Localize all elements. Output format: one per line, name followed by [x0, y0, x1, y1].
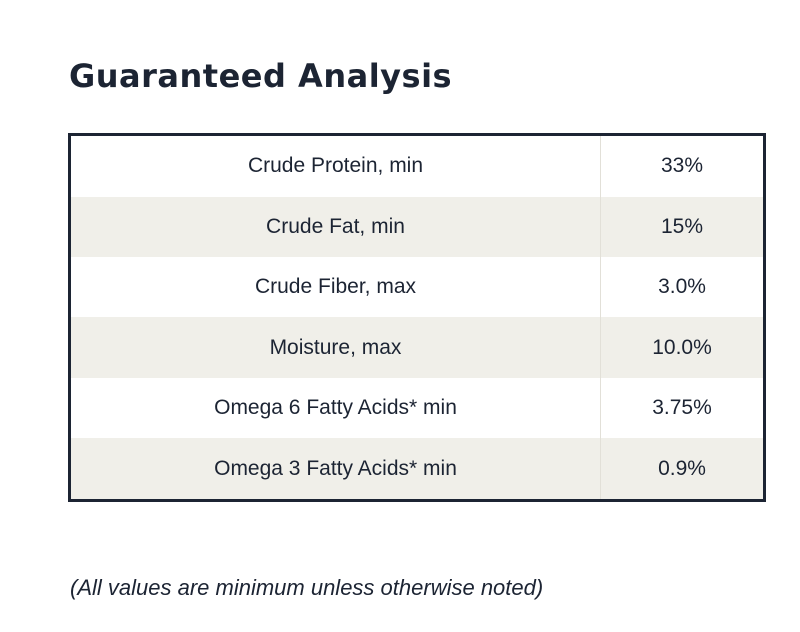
nutrient-value: 3.0%	[658, 275, 706, 299]
nutrient-name: Crude Fiber, max	[69, 256, 601, 318]
nutrient-name: Omega 3 Fatty Acids* min	[69, 438, 601, 501]
table-row: Crude Fat, min 15%	[69, 196, 765, 257]
table-row: Moisture, max 10.0%	[69, 317, 765, 378]
table-row: Omega 6 Fatty Acids* min 3.75%	[69, 377, 765, 439]
nutrient-value: 0.9%	[600, 438, 765, 501]
nutrient-value: 10.0%	[600, 317, 765, 378]
table-row: Omega 3 Fatty Acids* min 0.9%	[69, 438, 765, 501]
table-row: Crude Protein, min 33%	[69, 134, 765, 197]
table-row: Crude Fiber, max 3.0%	[69, 256, 765, 318]
footnote: (All values are minimum unless otherwise…	[70, 575, 544, 600]
page-title: Guaranteed Analysis	[69, 57, 453, 95]
nutrient-value: 15%	[600, 196, 765, 257]
nutrient-name: Crude Fat, min	[69, 196, 601, 257]
guaranteed-analysis-table: Crude Protein, min 33% Crude Fat, min 15…	[68, 133, 766, 502]
nutrient-name: Crude Protein, min	[69, 134, 601, 197]
nutrient-value: 33%	[660, 154, 704, 178]
nutrient-value: 3.75%	[652, 396, 712, 420]
nutrient-name: Omega 6 Fatty Acids* min	[69, 377, 601, 439]
nutrient-name: Moisture, max	[69, 317, 601, 378]
